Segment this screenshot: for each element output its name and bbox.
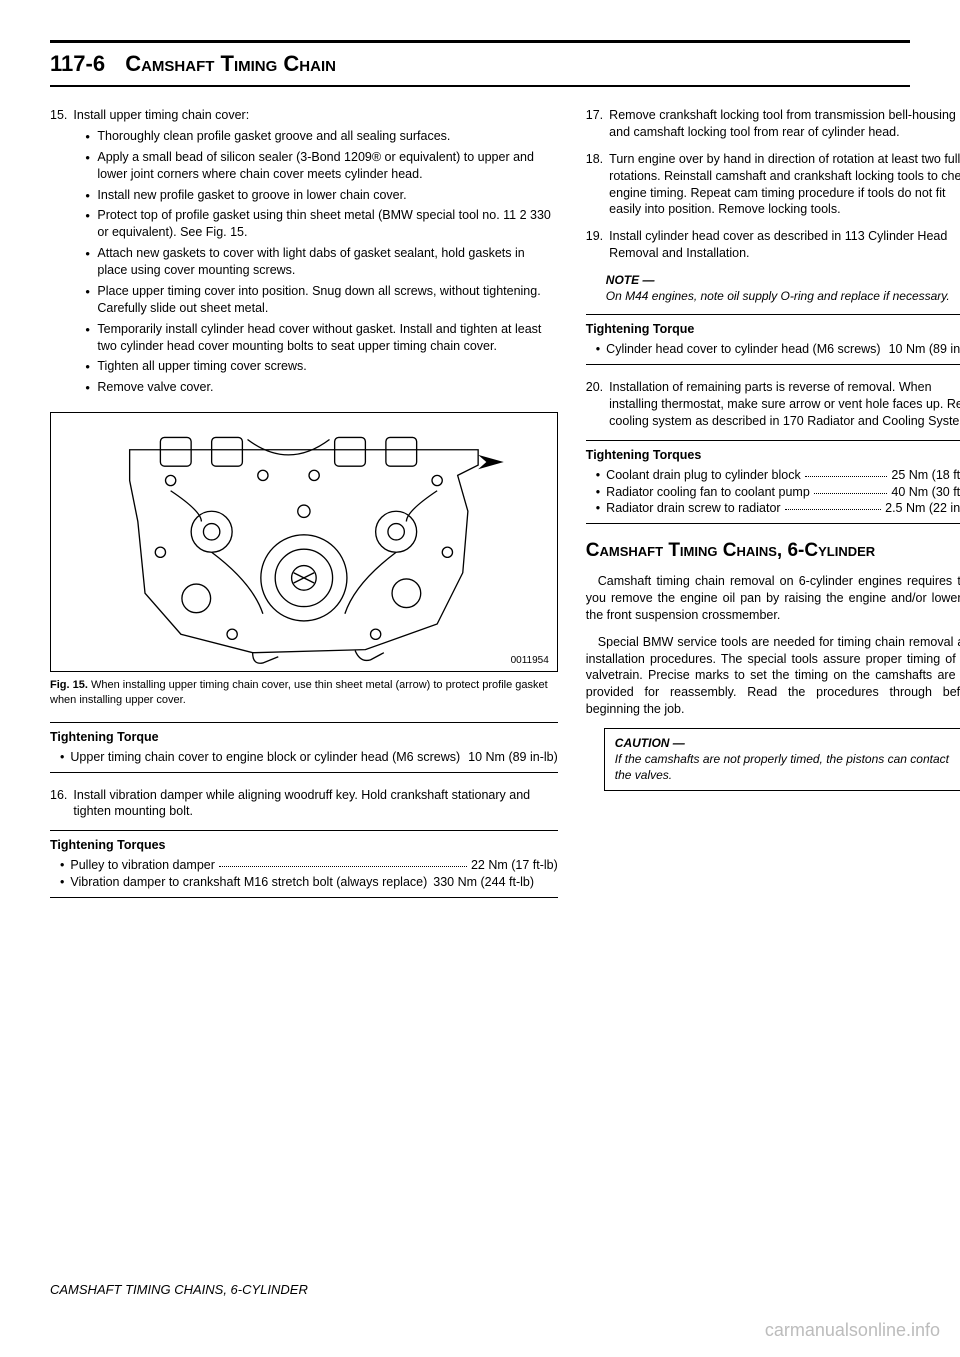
bullet: Remove valve cover. xyxy=(87,379,557,396)
content-columns: 15. Install upper timing chain cover: Th… xyxy=(50,107,910,912)
step-16: 16. Install vibration damper while align… xyxy=(50,787,558,821)
torque-heading: Tightening Torques xyxy=(50,837,558,854)
page-header-text: 117-6 Camshaft Timing Chain xyxy=(50,51,336,76)
page-footer: CAMSHAFT TIMING CHAINS, 6-CYLINDER xyxy=(50,1282,308,1297)
torque-block-3: Tightening Torque Cylinder head cover to… xyxy=(586,314,960,365)
torque-label: Pulley to vibration damper xyxy=(70,857,215,874)
torque-item: Radiator cooling fan to coolant pump 40 … xyxy=(586,484,960,501)
figure-svg xyxy=(57,419,551,665)
torque-item: Vibration damper to crankshaft M16 stret… xyxy=(50,874,558,891)
section-heading: Camshaft Timing Chains, 6-Cylinder xyxy=(586,540,960,563)
watermark: carmanualsonline.info xyxy=(765,1320,940,1341)
caution-body: If the camshafts are not properly timed,… xyxy=(615,751,960,783)
step-15-bullets: Thoroughly clean profile gasket groove a… xyxy=(73,128,557,396)
paragraph: Special BMW service tools are needed for… xyxy=(586,634,960,718)
step-body: Installation of remaining parts is rever… xyxy=(609,379,960,430)
bullet: Apply a small bead of silicon sealer (3-… xyxy=(87,149,557,183)
torque-item: Cylinder head cover to cylinder head (M6… xyxy=(586,341,960,358)
bullet: Tighten all upper timing cover screws. xyxy=(87,358,557,375)
step-17: 17. Remove crankshaft locking tool from … xyxy=(586,107,960,141)
step-19: 19. Install cylinder head cover as descr… xyxy=(586,228,960,262)
bullet: Install new profile gasket to groove in … xyxy=(87,187,557,204)
torque-label: Radiator drain screw to radiator xyxy=(606,500,780,517)
torque-label: Vibration damper to crankshaft M16 stret… xyxy=(70,874,427,891)
page-header: 117-6 Camshaft Timing Chain xyxy=(50,40,910,87)
step-18: 18. Turn engine over by hand in directio… xyxy=(586,151,960,219)
bullet: Temporarily install cylinder head cover … xyxy=(87,321,557,355)
bullet: Place upper timing cover into position. … xyxy=(87,283,557,317)
torque-block-4: Tightening Torques Coolant drain plug to… xyxy=(586,440,960,525)
torque-value: 10 Nm (89 in-lb) xyxy=(889,341,960,358)
torque-label: Upper timing chain cover to engine block… xyxy=(70,749,460,766)
torque-value: 40 Nm (30 ft-lb) xyxy=(891,484,960,501)
torque-heading: Tightening Torque xyxy=(50,729,558,746)
torque-value: 10 Nm (89 in-lb) xyxy=(468,749,558,766)
paragraph: Camshaft timing chain removal on 6-cylin… xyxy=(586,573,960,624)
step-number: 20. xyxy=(586,379,603,430)
caution-box: CAUTION — If the camshafts are not prope… xyxy=(604,728,960,791)
right-column: 17. Remove crankshaft locking tool from … xyxy=(586,107,960,912)
note-body: On M44 engines, note oil supply O-ring a… xyxy=(606,288,960,304)
torque-label: Coolant drain plug to cylinder block xyxy=(606,467,801,484)
page-number: 117-6 xyxy=(50,51,105,76)
caution-heading: CAUTION — xyxy=(615,735,960,751)
dots xyxy=(814,484,888,494)
step-body: Turn engine over by hand in direction of… xyxy=(609,151,960,219)
torque-label: Cylinder head cover to cylinder head (M6… xyxy=(606,341,880,358)
step-number: 17. xyxy=(586,107,603,141)
torque-item: Upper timing chain cover to engine block… xyxy=(50,749,558,766)
step-20: 20. Installation of remaining parts is r… xyxy=(586,379,960,430)
torque-heading: Tightening Torque xyxy=(586,321,960,338)
step-text: Install upper timing chain cover: xyxy=(73,108,249,122)
step-body: Install vibration damper while aligning … xyxy=(73,787,557,821)
step-number: 18. xyxy=(586,151,603,219)
torque-value: 330 Nm (244 ft-lb) xyxy=(433,874,534,891)
dots xyxy=(785,500,882,510)
figure-15: 0011954 xyxy=(50,412,558,672)
figure-id: 0011954 xyxy=(511,654,549,668)
step-number: 16. xyxy=(50,787,67,821)
dots xyxy=(219,857,467,867)
torque-label: Radiator cooling fan to coolant pump xyxy=(606,484,810,501)
step-body: Remove crankshaft locking tool from tran… xyxy=(609,107,960,141)
torque-block-1: Tightening Torque Upper timing chain cov… xyxy=(50,722,558,773)
figure-label: Fig. 15. xyxy=(50,679,88,691)
step-body: Install upper timing chain cover: Thorou… xyxy=(73,107,557,400)
step-number: 15. xyxy=(50,107,67,400)
page-title: Camshaft Timing Chain xyxy=(125,51,336,76)
note-heading: NOTE — xyxy=(606,272,960,288)
figure-caption-text: When installing upper timing chain cover… xyxy=(50,679,548,706)
bullet: Thoroughly clean profile gasket groove a… xyxy=(87,128,557,145)
torque-item: Coolant drain plug to cylinder block 25 … xyxy=(586,467,960,484)
figure-caption: Fig. 15. When installing upper timing ch… xyxy=(50,678,558,708)
torque-value: 2.5 Nm (22 in-lb) xyxy=(885,500,960,517)
note-block: NOTE — On M44 engines, note oil supply O… xyxy=(606,272,960,304)
dots xyxy=(805,467,888,477)
torque-item: Radiator drain screw to radiator 2.5 Nm … xyxy=(586,500,960,517)
step-15: 15. Install upper timing chain cover: Th… xyxy=(50,107,558,400)
torque-item: Pulley to vibration damper 22 Nm (17 ft-… xyxy=(50,857,558,874)
bullet: Attach new gaskets to cover with light d… xyxy=(87,245,557,279)
torque-heading: Tightening Torques xyxy=(586,447,960,464)
left-column: 15. Install upper timing chain cover: Th… xyxy=(50,107,558,912)
step-body: Install cylinder head cover as described… xyxy=(609,228,960,262)
torque-value: 25 Nm (18 ft-lb) xyxy=(891,467,960,484)
torque-value: 22 Nm (17 ft-lb) xyxy=(471,857,558,874)
torque-block-2: Tightening Torques Pulley to vibration d… xyxy=(50,830,558,898)
step-number: 19. xyxy=(586,228,603,262)
bullet: Protect top of profile gasket using thin… xyxy=(87,207,557,241)
